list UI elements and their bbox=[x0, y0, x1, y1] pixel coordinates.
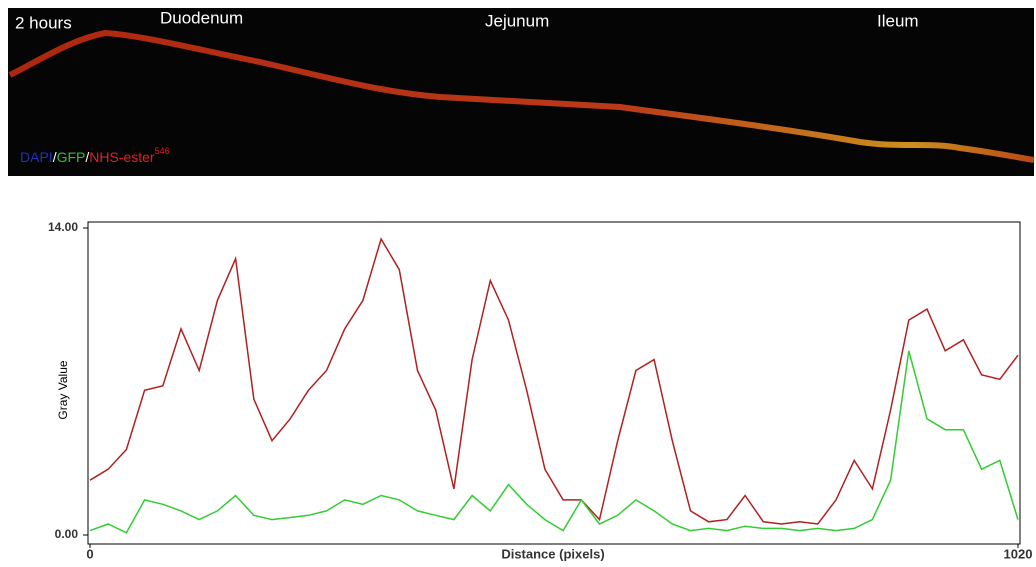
data-line bbox=[89, 350, 1019, 534]
stain-nhs: NHS-ester bbox=[89, 149, 155, 165]
time-label: 2 hours bbox=[15, 13, 72, 32]
y-axis-label: Gray Value bbox=[56, 360, 70, 419]
stain-sep: / bbox=[53, 149, 57, 165]
stain-gfp: GFP bbox=[57, 149, 86, 165]
x-tick-label: 1020 bbox=[1004, 546, 1033, 561]
data-line bbox=[89, 237, 1019, 525]
region-label: Jejunum bbox=[485, 11, 549, 30]
stain-dapi: DAPI bbox=[20, 149, 53, 165]
tissue-strip bbox=[8, 29, 1035, 163]
micrograph: 2 hours Duodenum Jejunum Ileum DAPI/GFP/… bbox=[8, 8, 1035, 176]
region-label: Duodenum bbox=[160, 8, 243, 27]
x-tick-label: 0 bbox=[86, 546, 93, 561]
region-label: Ileum bbox=[877, 11, 919, 30]
stain-legend: DAPI/GFP/NHS-ester546 bbox=[20, 146, 170, 164]
micrograph-background bbox=[8, 8, 1034, 176]
plot-frame bbox=[87, 221, 1021, 545]
y-tick-label: 0.00 bbox=[55, 527, 79, 541]
stain-nhs-sup: 546 bbox=[155, 146, 170, 156]
x-axis-label: Distance (pixels) bbox=[501, 546, 604, 561]
y-tick-label: 14.00 bbox=[48, 220, 78, 234]
stain-sep: / bbox=[85, 149, 89, 165]
